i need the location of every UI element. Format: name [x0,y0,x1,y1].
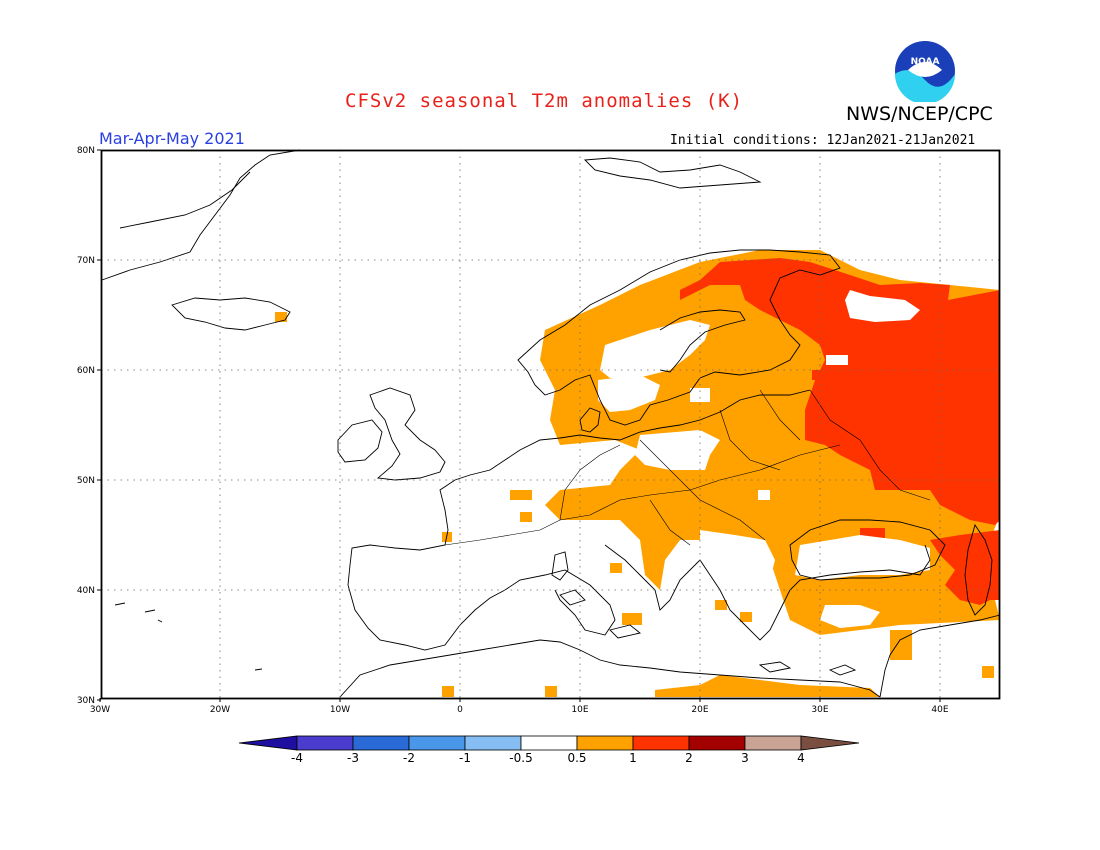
colorbar-segment [352,735,410,751]
colorbar-tick-label: -2 [403,751,415,765]
colorbar-right-arrow [800,735,860,751]
lon-label: 20W [210,705,230,715]
colorbar-tick-label: 4 [797,751,805,765]
latitude-labels: 80N 70N 60N 50N 40N 30N [77,146,101,706]
colorbar-tick-label: -1 [459,751,471,765]
lon-label: 20E [691,705,708,715]
colorbar-segment [464,735,522,751]
colorbar-tick-label: 2 [685,751,693,765]
lat-label: 80N [77,146,95,156]
lat-label: 60N [77,366,95,376]
lon-label: 10W [330,705,350,715]
near-normal-areas [560,290,930,628]
colorbar-segment [688,735,746,751]
coastlines [101,149,1001,698]
lat-label: 40N [77,586,95,596]
colorbar-segment [632,735,690,751]
lon-label: 10E [571,705,588,715]
colorbar-tick-label: 1 [629,751,637,765]
colorbar-tick-label: 3 [741,751,749,765]
colorbar-tick-label: 0.5 [567,751,587,765]
lat-label: 50N [77,476,95,486]
country-borders [444,389,931,546]
lon-label: 40E [931,705,948,715]
colorbar-segment [296,735,354,751]
colorbar-segment [408,735,466,751]
colorbar-segment [744,735,802,751]
lon-label: 0 [457,705,463,715]
svg-text:NOAA: NOAA [911,57,940,67]
lat-label: 70N [77,256,95,266]
colorbar [238,735,860,751]
lon-label: 30E [811,705,828,715]
initial-conditions-label: Initial conditions: 12Jan2021-21Jan2021 [670,133,976,148]
colorbar-left-arrow [238,735,298,751]
anomaly-fill-red [680,258,1000,605]
colorbar-segment [576,735,634,751]
season-label: Mar-Apr-May 2021 [99,129,245,148]
colorbar-tick-label: -0.5 [509,751,533,765]
lon-label: 30W [90,705,110,715]
noaa-logo: NOAA [895,41,955,102]
colorbar-tick-label: -3 [347,751,359,765]
longitude-labels: 30W 20W 10W 0 10E 20E 30E 40E [90,698,949,715]
agency-label: NWS/NCEP/CPC [846,103,993,125]
colorbar-tick-label: -4 [291,751,303,765]
lat-label: 30N [77,696,95,706]
map-frame [100,149,1001,700]
map-title: CFSv2 seasonal T2m anomalies (K) [345,90,744,112]
graticule [101,150,1000,698]
colorbar-segment [520,735,578,751]
